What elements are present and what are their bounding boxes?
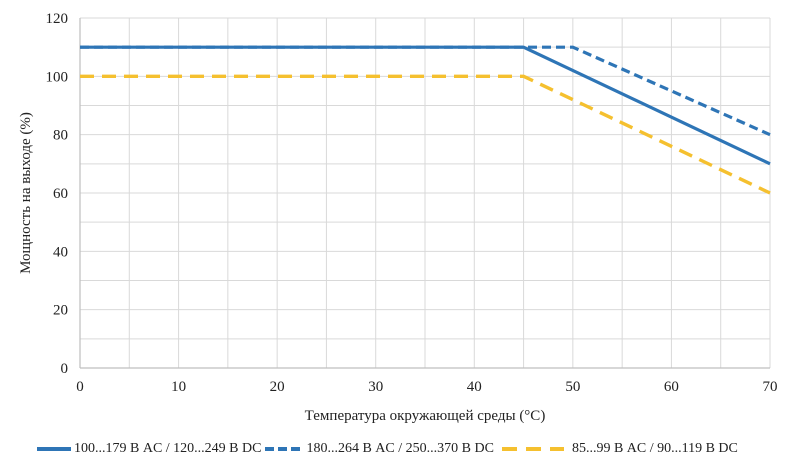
legend-swatch-series-2 [265,447,304,451]
y-tick-label: 80 [53,128,68,144]
series-lines [80,45,771,195]
y-axis-title: Мощность на выходе (%) [18,112,34,274]
x-axis-title: Температура окружающей среды (°C) [305,408,546,424]
legend: 100...179 В AC / 120...249 В DC 180...26… [0,439,807,459]
legend-swatch-series-1 [37,447,71,451]
y-tick-label: 60 [53,186,68,202]
y-tick-label: 100 [46,69,69,85]
legend-label-series-2: 180...264 В AC / 250...370 В DC [306,441,494,456]
legend-label-series-3: 85...99 В AC / 90...119 В DC [571,441,738,456]
x-tick-label: 70 [763,379,778,395]
x-tick-label: 10 [171,379,186,395]
x-tick-label: 50 [565,379,580,395]
x-tick-label: 60 [664,379,679,395]
y-tick-label: 40 [53,244,68,260]
x-tick-label: 30 [368,379,383,395]
x-tick-label: 20 [270,379,285,395]
y-tick-label: 20 [53,303,68,319]
x-tick-label: 40 [467,379,482,395]
y-tick-label: 0 [61,361,69,377]
series-line-3 [80,74,771,195]
y-tick-label: 120 [46,11,69,27]
legend-item-series-1: 100...179 В AC / 120...249 В DC [37,441,261,457]
legend-item-series-3: 85...99 В AC / 90...119 В DC [501,441,738,457]
legend-label-series-1: 100...179 В AC / 120...249 В DC [74,441,262,456]
series-line-2 [80,45,771,137]
tick-labels: 0 10 20 30 40 50 60 70 0 20 40 60 80 100 120 [46,11,778,395]
legend-swatch-series-3 [501,447,564,451]
grid [79,17,771,369]
x-tick-label: 0 [76,379,84,395]
legend-item-series-2: 180...264 В AC / 250...370 В DC [265,441,494,457]
chart-plot: 0 10 20 30 40 50 60 70 0 20 40 60 80 100 120 Температу… [18,11,778,424]
